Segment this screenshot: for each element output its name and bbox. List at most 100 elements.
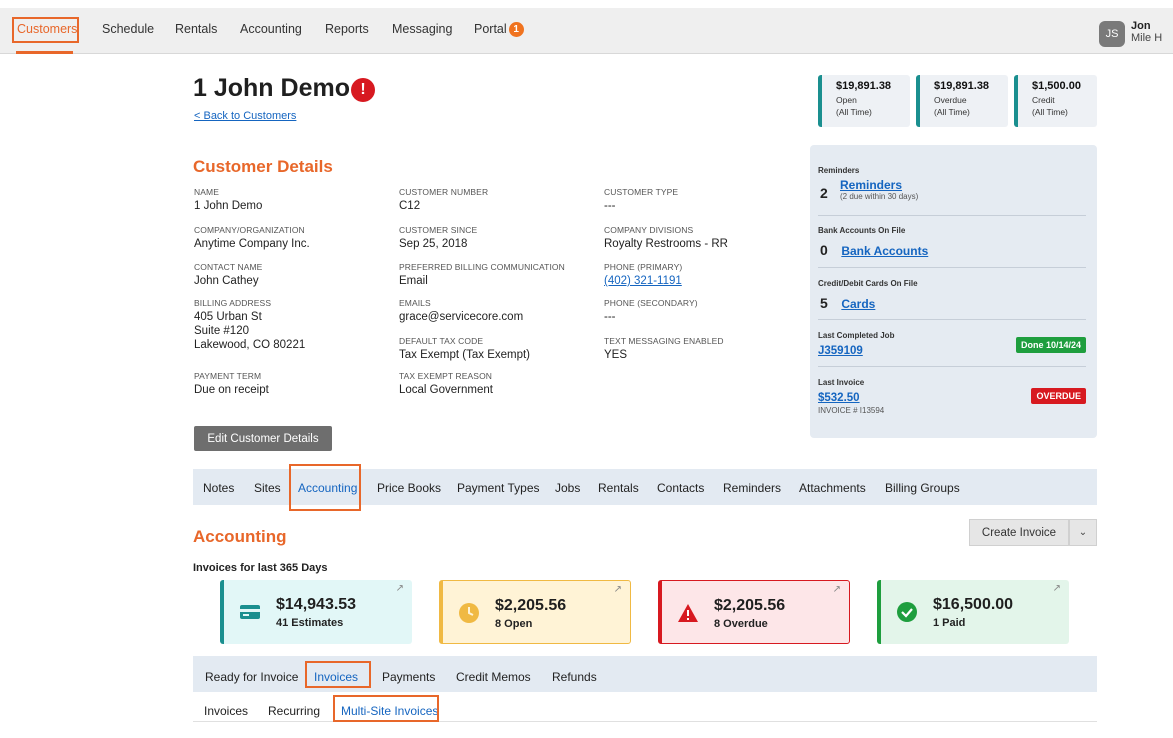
nav-reports[interactable]: Reports (325, 22, 369, 36)
nav-accounting[interactable]: Accounting (240, 22, 302, 36)
field-value: grace@servicecore.com (399, 311, 524, 323)
divider (818, 366, 1086, 367)
reminders-count: 2 (820, 185, 828, 201)
nav-messaging[interactable]: Messaging (392, 22, 453, 36)
field-tax-exempt-reason: TAX EXEMPT REASON Local Government (399, 371, 493, 397)
card-icon (240, 605, 260, 619)
edit-customer-details-button[interactable]: Edit Customer Details (194, 426, 332, 451)
summary-value: $1,500.00 (1032, 80, 1081, 92)
stat-sub: 1 Paid (933, 617, 966, 629)
nav-rentals[interactable]: Rentals (175, 22, 218, 36)
tab-reminders[interactable]: Reminders (723, 481, 782, 495)
nav-customers[interactable]: Customers (17, 22, 78, 36)
summary-sub: (All Time) (934, 107, 970, 117)
tab-price-books[interactable]: Price Books (377, 481, 442, 495)
tab-notes[interactable]: Notes (203, 481, 235, 495)
stat-card-paid[interactable]: $16,500.00 1 Paid ↗ (877, 580, 1069, 644)
stat-card-estimates[interactable]: $14,943.53 41 Estimates ↗ (220, 580, 412, 644)
field-company-divisions: COMPANY DIVISIONS Royalty Restrooms - RR (604, 225, 728, 251)
field-value: Local Government (399, 384, 493, 396)
check-icon (897, 602, 917, 622)
customer-side-panel: Reminders 2 Reminders (2 due within 30 d… (810, 145, 1097, 438)
subtab-credit-memos[interactable]: Credit Memos (456, 670, 531, 684)
cards-link[interactable]: Cards (841, 297, 876, 311)
field-value: Suite #120 (194, 325, 249, 337)
subtab-payments[interactable]: Payments (382, 670, 436, 684)
expand-arrow-icon[interactable]: ↗ (1052, 583, 1061, 594)
field-value: John Cathey (194, 275, 259, 287)
last-invoice-link[interactable]: $532.50 (818, 392, 860, 404)
summary-sub: (All Time) (836, 107, 872, 117)
field-value: --- (604, 311, 616, 323)
bank-accounts-heading: Bank Accounts On File (818, 226, 906, 235)
nav-schedule[interactable]: Schedule (102, 22, 155, 36)
chevron-down-icon[interactable]: ⌄ (1069, 519, 1097, 546)
cards-block: Credit/Debit Cards On File 5 Cards (818, 279, 1086, 311)
customer-details-title: Customer Details (193, 157, 333, 176)
field-label: PHONE (SECONDARY) (604, 298, 698, 308)
field-value: --- (604, 200, 616, 212)
tab-rentals[interactable]: Rentals (598, 481, 639, 495)
user-org: Mile H (1131, 32, 1163, 44)
nav-portal-label: Portal (474, 22, 507, 36)
subtab-multi-site-invoices[interactable]: Multi-Site Invoices (341, 704, 439, 718)
bank-accounts-count: 0 (820, 242, 828, 258)
user-name[interactable]: Jon (1131, 20, 1151, 32)
expand-arrow-icon[interactable]: ↗ (832, 584, 841, 595)
page-title: 1 John Demo (193, 74, 350, 102)
nav-highlight-box (12, 17, 79, 43)
field-label: CUSTOMER TYPE (604, 187, 679, 197)
alert-icon[interactable]: ! (351, 78, 375, 102)
tab-billing-groups[interactable]: Billing Groups (885, 481, 960, 495)
field-value: YES (604, 349, 628, 361)
bank-accounts-block: Bank Accounts On File 0 Bank Accounts (818, 226, 1086, 258)
subtab-refunds[interactable]: Refunds (552, 670, 597, 684)
field-label: TAX EXEMPT REASON (399, 371, 493, 381)
reminders-block: Reminders 2 Reminders (2 due within 30 d… (818, 166, 1086, 208)
subtab2-highlight-box (333, 695, 439, 722)
phone-primary-link[interactable]: (402) 321-1191 (604, 275, 682, 287)
last-job-link[interactable]: J359109 (818, 345, 863, 357)
field-label: CONTACT NAME (194, 262, 263, 272)
bank-accounts-link[interactable]: Bank Accounts (841, 244, 929, 258)
expand-arrow-icon[interactable]: ↗ (613, 584, 622, 595)
tab-sites[interactable]: Sites (254, 481, 281, 495)
subtab-invoices[interactable]: Invoices (314, 670, 359, 684)
reminders-heading: Reminders (818, 166, 860, 175)
tab-payment-types[interactable]: Payment Types (457, 481, 540, 495)
top-nav: Customers Schedule Rentals Accounting Re… (0, 8, 1173, 54)
reminders-note: (2 due within 30 days) (840, 192, 919, 201)
create-invoice-button[interactable]: Create Invoice (969, 519, 1069, 546)
last-invoice-block: Last Invoice $532.50 INVOICE # I13594 OV… (818, 378, 1086, 415)
back-to-customers-link[interactable]: < Back to Customers (194, 110, 297, 122)
subtab-ready-for-invoice[interactable]: Ready for Invoice (205, 670, 299, 684)
tab-attachments[interactable]: Attachments (799, 481, 866, 495)
reminders-link[interactable]: Reminders (840, 178, 903, 192)
stat-value: $16,500.00 (933, 596, 1014, 613)
subtab-invoices-list[interactable]: Invoices (204, 704, 249, 718)
tab-accounting[interactable]: Accounting (298, 481, 358, 495)
stat-card-open[interactable]: $2,205.56 8 Open ↗ (439, 580, 631, 644)
field-label: COMPANY DIVISIONS (604, 225, 694, 235)
summary-value: $19,891.38 (934, 80, 990, 92)
field-value: Lakewood, CO 80221 (194, 339, 306, 351)
portal-badge: 1 (508, 22, 524, 37)
field-value: Sep 25, 2018 (399, 238, 468, 250)
expand-arrow-icon[interactable]: ↗ (395, 583, 404, 594)
stat-card-overdue[interactable]: $2,205.56 8 Overdue ↗ (658, 580, 850, 644)
nav-portal[interactable]: Portal 1 (474, 22, 524, 37)
avatar[interactable]: JS (1099, 21, 1125, 47)
subtab-recurring[interactable]: Recurring (268, 704, 321, 718)
field-customer-since: CUSTOMER SINCE Sep 25, 2018 (399, 225, 477, 251)
field-value: C12 (399, 200, 421, 212)
tab-jobs[interactable]: Jobs (555, 481, 581, 495)
tab-contacts[interactable]: Contacts (657, 481, 705, 495)
divider (818, 267, 1086, 268)
field-contact: CONTACT NAME John Cathey (194, 262, 262, 288)
summary-value: $19,891.38 (836, 80, 892, 92)
stat-sub: 8 Open (495, 618, 533, 630)
field-label: PHONE (PRIMARY) (604, 262, 683, 272)
field-value: Royalty Restrooms - RR (604, 238, 728, 250)
stat-sub: 8 Overdue (714, 618, 768, 630)
tab-highlight-box (289, 464, 361, 511)
